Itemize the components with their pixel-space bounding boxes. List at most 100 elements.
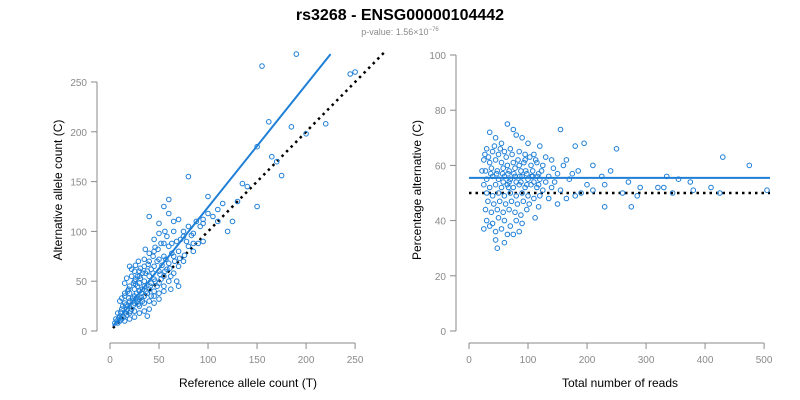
right-data-point bbox=[495, 215, 502, 221]
right-data-point bbox=[619, 190, 626, 196]
left-data-point bbox=[144, 313, 151, 319]
right-data-point bbox=[507, 176, 514, 182]
left-data-point bbox=[234, 198, 241, 205]
left-data-point bbox=[154, 283, 160, 290]
left-data-point bbox=[119, 295, 125, 301]
left-data-point bbox=[146, 250, 152, 257]
right-data-point bbox=[510, 184, 517, 191]
left-y-axis-label: Alternative allele count (C) bbox=[51, 120, 65, 261]
left-data-point bbox=[210, 213, 216, 220]
right-data-point bbox=[495, 176, 502, 182]
left-data-point bbox=[180, 258, 187, 265]
right-x-tick-label: 100 bbox=[520, 355, 537, 366]
right-data-point bbox=[506, 206, 512, 213]
left-data-point bbox=[239, 180, 246, 187]
left-fit-line bbox=[112, 53, 332, 327]
right-axes: 0 100 200 300 400 500 0 20 40 60 80 100 bbox=[429, 51, 773, 366]
left-data-point bbox=[162, 228, 168, 235]
right-data-point bbox=[527, 154, 533, 160]
right-data-point bbox=[581, 140, 587, 147]
right-data-point bbox=[637, 184, 644, 191]
right-data-point bbox=[628, 204, 635, 210]
right-data-point bbox=[492, 157, 499, 163]
right-data-point bbox=[540, 187, 546, 193]
left-data-point bbox=[166, 210, 172, 217]
right-data-point bbox=[525, 140, 531, 147]
right-data-point bbox=[572, 143, 579, 149]
right-data-point bbox=[532, 215, 538, 221]
left-data-point bbox=[146, 306, 152, 312]
left-data-point bbox=[146, 273, 152, 280]
right-data-point bbox=[554, 170, 561, 177]
right-data-point bbox=[504, 162, 511, 169]
left-data-point bbox=[175, 263, 182, 270]
right-data-point bbox=[557, 126, 564, 133]
right-data-point bbox=[526, 201, 533, 207]
right-data-point bbox=[522, 168, 529, 174]
left-data-point bbox=[156, 268, 162, 275]
left-data-point bbox=[146, 213, 152, 220]
right-data-point bbox=[522, 157, 528, 163]
right-data-point bbox=[513, 179, 520, 185]
left-data-point bbox=[259, 63, 265, 69]
right-data-point bbox=[518, 179, 524, 185]
left-data-point bbox=[352, 69, 358, 75]
right-data-point bbox=[516, 162, 523, 169]
left-data-point bbox=[119, 303, 126, 309]
left-data-point bbox=[151, 263, 157, 270]
left-data-point bbox=[190, 248, 197, 255]
right-data-point bbox=[535, 170, 542, 177]
left-data-point bbox=[121, 290, 128, 297]
right-data-point bbox=[720, 154, 726, 160]
right-data-point bbox=[572, 193, 579, 199]
right-data-point bbox=[507, 146, 514, 152]
left-data-point bbox=[131, 308, 138, 314]
left-data-point bbox=[188, 232, 195, 239]
left-data-point bbox=[158, 240, 164, 247]
left-data-point bbox=[136, 310, 143, 316]
left-data-point bbox=[173, 278, 180, 285]
p-value-text: p-value: 1.56×10 bbox=[361, 27, 428, 37]
right-data-point bbox=[525, 176, 531, 182]
right-data-point bbox=[519, 173, 525, 180]
right-data-point bbox=[532, 157, 539, 163]
right-data-point bbox=[483, 176, 490, 182]
right-data-point bbox=[482, 168, 489, 174]
left-data-point bbox=[166, 196, 172, 203]
right-data-point bbox=[512, 173, 518, 180]
right-data-point bbox=[489, 220, 496, 227]
right-data-point bbox=[509, 151, 515, 158]
left-y-tick-label: 100 bbox=[70, 227, 87, 238]
right-data-point bbox=[545, 173, 552, 180]
left-data-point bbox=[288, 124, 295, 130]
right-data-point bbox=[563, 157, 570, 163]
left-data-point bbox=[244, 183, 251, 190]
left-data-point bbox=[121, 280, 128, 287]
right-data-point bbox=[528, 162, 534, 169]
left-data-point bbox=[254, 203, 260, 210]
left-data-point bbox=[170, 228, 177, 235]
right-data-point bbox=[495, 190, 502, 196]
right-data-point bbox=[525, 193, 531, 199]
right-data-point bbox=[507, 190, 514, 196]
left-data-point bbox=[219, 200, 226, 207]
right-y-tick-label: 20 bbox=[435, 272, 447, 283]
left-data-point bbox=[200, 216, 206, 223]
left-data-point bbox=[135, 258, 142, 265]
left-data-point bbox=[126, 316, 133, 322]
left-x-tick-label: 50 bbox=[153, 355, 165, 366]
right-data-point bbox=[563, 195, 570, 202]
left-data-point bbox=[154, 258, 160, 265]
left-y-tick-label: 200 bbox=[70, 128, 87, 139]
right-x-tick-label: 500 bbox=[756, 355, 773, 366]
left-data-point bbox=[181, 252, 188, 259]
right-data-point bbox=[492, 228, 499, 235]
right-data-point bbox=[522, 151, 528, 158]
left-data-point bbox=[156, 290, 162, 297]
right-data-point bbox=[514, 201, 521, 207]
left-data-point bbox=[185, 243, 192, 250]
left-y-tick-label: 150 bbox=[70, 178, 87, 189]
left-data-point bbox=[117, 318, 123, 324]
left-data-point bbox=[166, 243, 172, 250]
left-data-point bbox=[114, 318, 120, 324]
